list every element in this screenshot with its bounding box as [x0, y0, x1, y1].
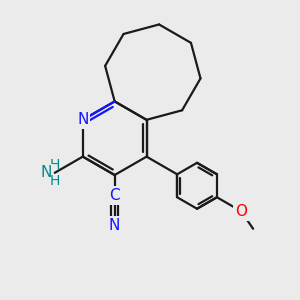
- Text: N: N: [77, 112, 88, 127]
- Text: N: N: [109, 218, 120, 232]
- Text: H: H: [50, 174, 60, 188]
- Text: H: H: [50, 158, 60, 172]
- Text: C: C: [110, 188, 120, 203]
- Text: N: N: [41, 165, 52, 180]
- Text: O: O: [235, 204, 247, 219]
